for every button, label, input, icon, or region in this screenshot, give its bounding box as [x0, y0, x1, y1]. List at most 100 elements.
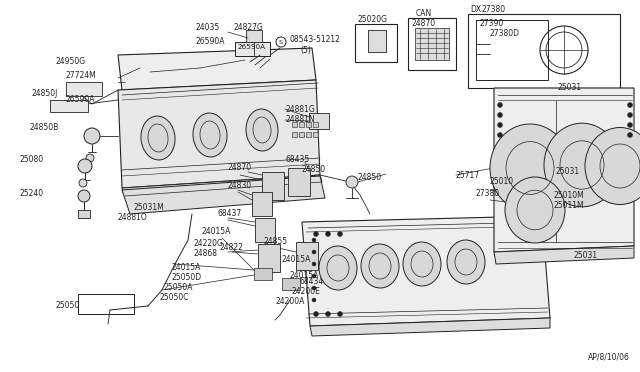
Text: 24200E: 24200E — [292, 288, 321, 296]
Bar — [309, 113, 329, 129]
Circle shape — [627, 112, 632, 118]
Text: 25240: 25240 — [20, 189, 44, 199]
Text: 24881N: 24881N — [285, 115, 315, 125]
Bar — [306, 132, 311, 137]
Text: 24015A: 24015A — [172, 263, 202, 273]
Bar — [292, 122, 297, 127]
Circle shape — [312, 274, 316, 278]
Bar — [282, 278, 300, 290]
Bar — [299, 132, 304, 137]
Text: 25010: 25010 — [490, 177, 514, 186]
Bar — [288, 168, 310, 196]
Text: 24870: 24870 — [228, 163, 252, 171]
Text: 08543-51212: 08543-51212 — [290, 35, 341, 44]
Circle shape — [497, 112, 502, 118]
Text: 68434: 68434 — [300, 278, 324, 286]
Polygon shape — [310, 318, 550, 336]
Circle shape — [86, 154, 94, 162]
Ellipse shape — [403, 242, 441, 286]
Bar — [368, 30, 386, 52]
Text: 26590A: 26590A — [237, 44, 265, 50]
Text: 24850: 24850 — [302, 166, 326, 174]
Text: 24015A: 24015A — [282, 256, 312, 264]
Circle shape — [337, 311, 342, 317]
Bar — [313, 132, 318, 137]
Polygon shape — [118, 48, 316, 90]
Text: 24220G: 24220G — [194, 240, 224, 248]
Text: 27380D: 27380D — [490, 29, 520, 38]
Bar — [408, 18, 456, 70]
Text: 25050D: 25050D — [172, 273, 202, 282]
Text: 25031: 25031 — [558, 83, 582, 93]
Bar — [78, 294, 134, 314]
Text: 26590A: 26590A — [196, 38, 225, 46]
Bar — [254, 268, 272, 280]
Circle shape — [314, 311, 319, 317]
Text: 25050C: 25050C — [160, 294, 189, 302]
Circle shape — [497, 132, 502, 138]
Circle shape — [314, 231, 319, 237]
Circle shape — [312, 262, 316, 266]
Text: 24950G: 24950G — [55, 58, 85, 67]
Text: 68437: 68437 — [218, 209, 243, 218]
Text: 27380: 27380 — [482, 6, 506, 15]
Text: CAN: CAN — [416, 10, 432, 19]
Text: 24822: 24822 — [220, 244, 244, 253]
Bar — [299, 122, 304, 127]
Circle shape — [326, 311, 330, 317]
Text: 27724M: 27724M — [65, 71, 96, 80]
Text: 24015A: 24015A — [202, 228, 232, 237]
Bar — [50, 100, 88, 112]
Polygon shape — [122, 176, 325, 214]
Text: 25717: 25717 — [456, 170, 480, 180]
Bar — [306, 122, 311, 127]
Ellipse shape — [361, 244, 399, 288]
Text: 24850: 24850 — [358, 173, 382, 183]
Polygon shape — [494, 88, 634, 252]
Polygon shape — [122, 175, 322, 196]
Text: (5): (5) — [300, 45, 311, 55]
Text: 27390: 27390 — [480, 19, 504, 29]
Ellipse shape — [544, 123, 620, 207]
Text: 24035: 24035 — [196, 23, 220, 32]
Text: 24868: 24868 — [194, 250, 218, 259]
Text: DX: DX — [470, 6, 481, 15]
Circle shape — [78, 190, 90, 202]
Text: 68435: 68435 — [285, 155, 309, 164]
Bar — [258, 244, 280, 272]
Bar — [235, 42, 270, 56]
Text: 25080: 25080 — [20, 155, 44, 164]
Circle shape — [312, 298, 316, 302]
Text: 27380: 27380 — [476, 189, 500, 198]
Text: 25031M: 25031M — [134, 202, 164, 212]
Text: S: S — [279, 39, 283, 45]
Circle shape — [627, 122, 632, 128]
Ellipse shape — [505, 177, 565, 243]
Ellipse shape — [490, 124, 570, 212]
Text: 25011M: 25011M — [553, 202, 584, 211]
Circle shape — [84, 128, 100, 144]
Circle shape — [627, 103, 632, 108]
Text: 24881G: 24881G — [285, 105, 315, 113]
Bar — [262, 172, 284, 200]
Bar — [476, 20, 548, 80]
Bar — [468, 14, 620, 88]
Text: 25031: 25031 — [574, 250, 598, 260]
Ellipse shape — [193, 113, 227, 157]
Circle shape — [79, 179, 87, 187]
Bar — [292, 132, 297, 137]
Polygon shape — [494, 246, 634, 264]
Bar — [246, 30, 262, 42]
Text: 24850J: 24850J — [32, 89, 58, 97]
Text: 25050: 25050 — [55, 301, 79, 310]
Bar — [355, 24, 397, 62]
Circle shape — [312, 286, 316, 290]
Text: 25020G: 25020G — [358, 16, 388, 25]
Text: 24881O: 24881O — [118, 214, 148, 222]
Bar — [313, 122, 318, 127]
Text: 24870: 24870 — [412, 19, 436, 28]
Circle shape — [346, 176, 358, 188]
Bar — [296, 242, 318, 270]
Text: 24015A: 24015A — [290, 272, 319, 280]
Bar — [66, 82, 102, 96]
